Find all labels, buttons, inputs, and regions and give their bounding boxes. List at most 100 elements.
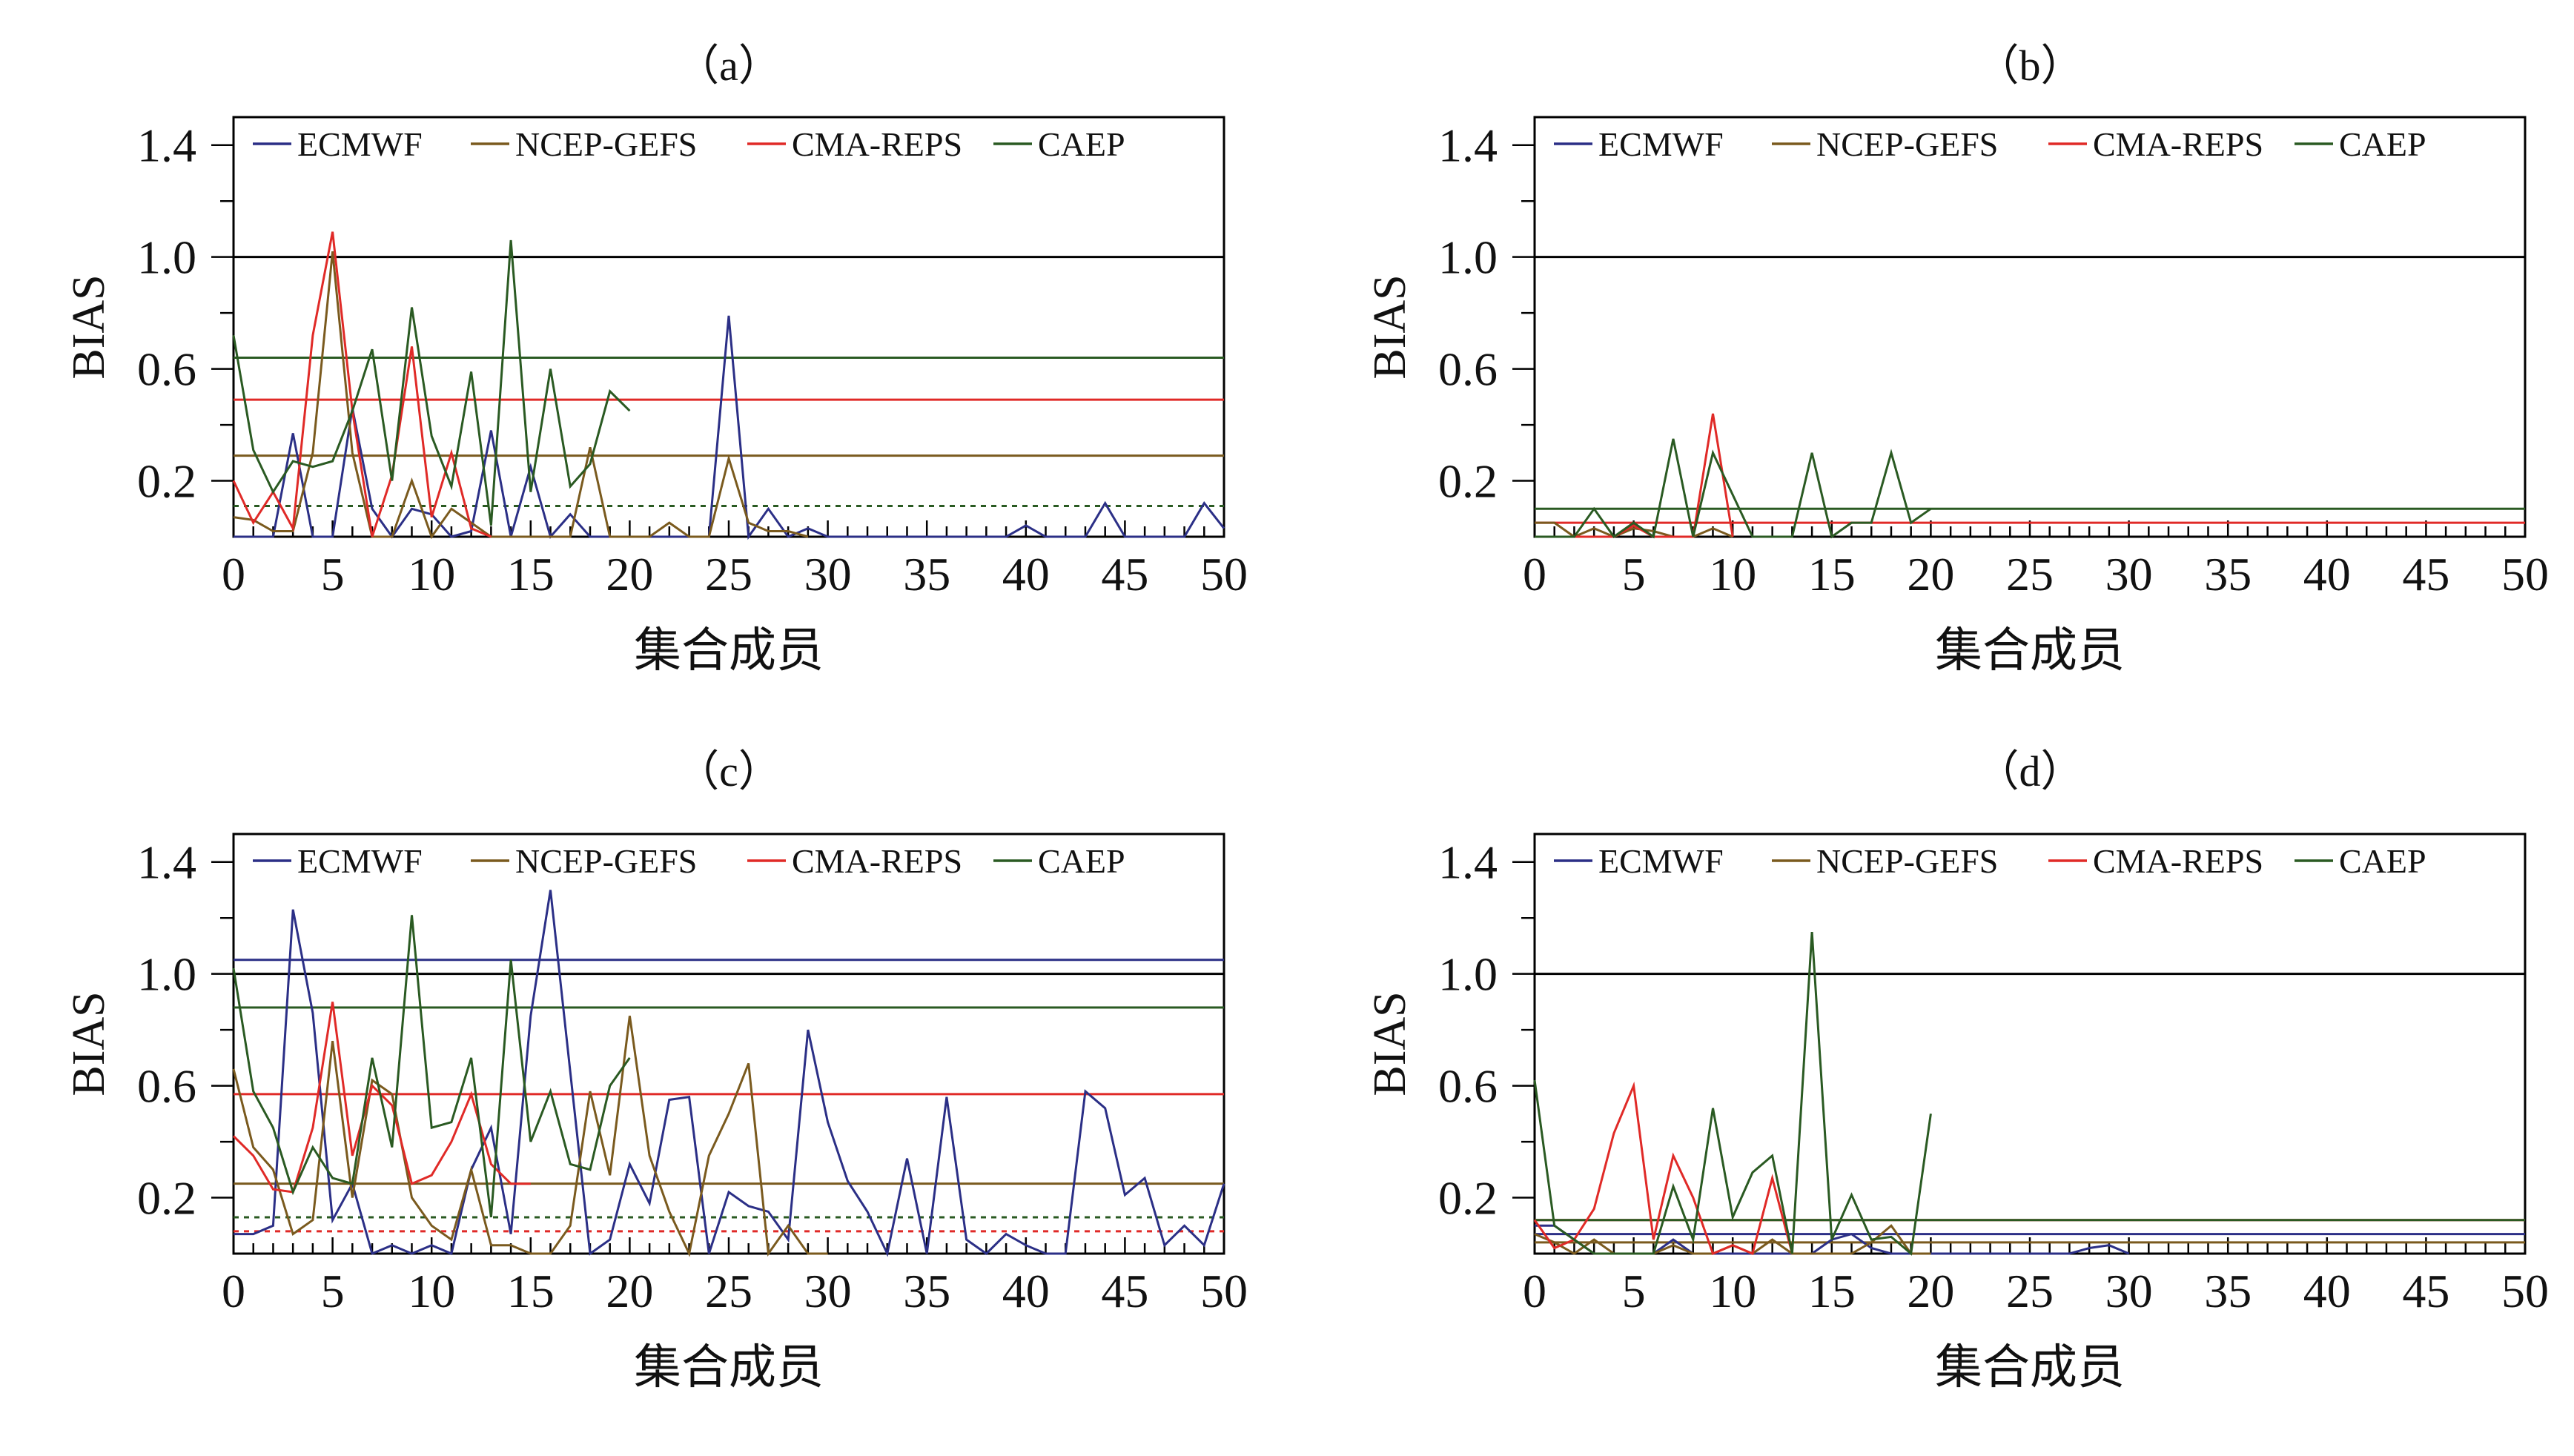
legend-label: CAEP <box>2339 842 2426 880</box>
y-tick-label: 0.2 <box>137 455 196 508</box>
x-tick-label: 0 <box>222 548 245 600</box>
x-tick-label: 35 <box>2204 1265 2252 1317</box>
legend-label: ECMWF <box>297 125 423 163</box>
x-tick-label: 35 <box>903 1265 950 1317</box>
y-tick-label: 1.0 <box>1438 948 1498 1001</box>
y-axis-title: BIAS <box>64 991 114 1096</box>
legend-item-cma-reps: CMA-REPS <box>747 842 962 880</box>
panel-title: （b） <box>1976 42 2083 90</box>
series-line-caep <box>232 915 631 1218</box>
legend-item-ncep-gefs: NCEP-GEFS <box>1772 125 1998 163</box>
x-axis-title: 集合成员 <box>634 1340 824 1395</box>
x-tick-label: 25 <box>705 1265 752 1317</box>
legend-item-caep: CAEP <box>993 842 1125 880</box>
legend-label: CMA-REPS <box>2093 125 2263 163</box>
legend-label: CAEP <box>1038 125 1125 163</box>
x-tick-label: 45 <box>2402 1265 2449 1317</box>
y-tick-label: 0.6 <box>137 1060 196 1113</box>
x-tick-label: 15 <box>507 548 555 600</box>
y-tick-label: 1.0 <box>137 948 196 1001</box>
legend-label: NCEP-GEFS <box>515 125 697 163</box>
x-tick-label: 30 <box>804 1265 852 1317</box>
x-tick-label: 35 <box>2204 548 2252 600</box>
panel-d: （d） 0 5 10 15 20 25 30 35 40 45 50 0.2 0.6 1.0 1.4 BIAS 集… <box>1365 747 2549 1395</box>
y-tick-label: 0.2 <box>1438 1172 1498 1225</box>
legend-label: NCEP-GEFS <box>515 842 697 880</box>
legend-label: ECMWF <box>297 842 423 880</box>
x-tick-label: 0 <box>1523 548 1546 600</box>
x-axis-title: 集合成员 <box>634 623 824 678</box>
y-tick-label: 1.0 <box>137 231 196 284</box>
panel-c: （c） 0 5 10 15 20 25 30 35 40 45 50 0.2 0.6 1.0 1.4 BIAS 集… <box>64 747 1248 1395</box>
series-line-ecmwf <box>234 315 1225 540</box>
plot-frame <box>1533 116 2527 538</box>
x-tick-label: 20 <box>606 1265 653 1317</box>
x-axis-title: 集合成员 <box>1935 623 2125 678</box>
legend-item-ncep-gefs: NCEP-GEFS <box>471 842 697 880</box>
x-tick-label: 10 <box>1709 548 1756 600</box>
panel-a: （a） 0 5 10 15 20 25 30 35 40 45 50 0.2 0.6 1.0 1.4 BIAS 集… <box>64 42 1248 678</box>
plot-frame <box>232 833 1225 1255</box>
x-tick-label: 50 <box>1200 548 1248 600</box>
legend-label: CMA-REPS <box>792 842 962 880</box>
x-tick-label: 0 <box>1523 1265 1546 1317</box>
legend-item-ecmwf: ECMWF <box>253 842 423 880</box>
x-tick-label: 30 <box>2105 1265 2153 1317</box>
y-tick-label: 1.0 <box>1438 231 1498 284</box>
series-line-caep <box>1533 932 1932 1256</box>
series-line-caep <box>232 239 631 526</box>
legend-item-ecmwf: ECMWF <box>253 125 423 163</box>
series-line-cma-reps <box>1535 413 1734 538</box>
x-tick-label: 5 <box>321 1265 345 1317</box>
legend-label: CMA-REPS <box>792 125 962 163</box>
series-line-cma-reps <box>1533 1081 1793 1256</box>
x-tick-label: 50 <box>2501 1265 2549 1317</box>
x-tick-label: 40 <box>1002 548 1050 600</box>
x-tick-label: 45 <box>2402 548 2449 600</box>
y-axis-title: BIAS <box>1365 991 1415 1096</box>
x-tick-label: 25 <box>705 548 752 600</box>
legend-item-caep: CAEP <box>993 125 1125 163</box>
y-axis-title: BIAS <box>1365 274 1415 379</box>
panel-title: （a） <box>676 42 781 90</box>
x-tick-label: 30 <box>2105 548 2153 600</box>
y-tick-label: 1.4 <box>1438 119 1498 172</box>
legend-label: NCEP-GEFS <box>1816 125 1998 163</box>
series-line-ncep-gefs <box>233 251 809 540</box>
x-tick-label: 10 <box>408 548 455 600</box>
x-tick-label: 45 <box>1101 548 1148 600</box>
y-axis-title: BIAS <box>64 274 114 379</box>
x-tick-label: 25 <box>2006 1265 2054 1317</box>
legend-label: CAEP <box>1038 842 1125 880</box>
x-tick-label: 50 <box>2501 548 2549 600</box>
series-line-ncep-gefs <box>232 1016 828 1257</box>
legend-label: NCEP-GEFS <box>1816 842 1998 880</box>
y-tick-label: 1.4 <box>137 836 196 889</box>
x-tick-label: 20 <box>606 548 653 600</box>
series-line-ncep-gefs <box>1535 521 1733 538</box>
x-axis-title: 集合成员 <box>1935 1340 2125 1395</box>
legend-item-cma-reps: CMA-REPS <box>747 125 962 163</box>
x-tick-label: 5 <box>1622 1265 1646 1317</box>
panel-b: （b） 0 5 10 15 20 25 30 35 40 45 50 0.2 0.6 1.0 1.4 BIAS 集… <box>1365 42 2549 678</box>
x-tick-label: 35 <box>903 548 950 600</box>
legend-item-ncep-gefs: NCEP-GEFS <box>471 125 697 163</box>
panel-title: （d） <box>1976 747 2083 795</box>
x-tick-label: 0 <box>222 1265 245 1317</box>
y-tick-label: 0.2 <box>1438 455 1498 508</box>
series-line-cma-reps <box>232 231 492 538</box>
y-tick-label: 0.6 <box>137 343 196 396</box>
y-tick-label: 0.2 <box>137 1172 196 1225</box>
legend-item-cma-reps: CMA-REPS <box>2048 125 2263 163</box>
legend-item-ncep-gefs: NCEP-GEFS <box>1772 842 1998 880</box>
legend-item-caep: CAEP <box>2295 125 2426 163</box>
x-tick-label: 50 <box>1200 1265 1248 1317</box>
x-tick-label: 10 <box>408 1265 455 1317</box>
x-tick-label: 40 <box>2303 1265 2351 1317</box>
x-tick-label: 40 <box>2303 548 2351 600</box>
legend-label: CAEP <box>2339 125 2426 163</box>
x-tick-label: 5 <box>1622 548 1646 600</box>
series-line-ecmwf <box>234 890 1225 1257</box>
legend-item-ecmwf: ECMWF <box>1554 125 1724 163</box>
x-tick-label: 20 <box>1907 1265 1954 1317</box>
